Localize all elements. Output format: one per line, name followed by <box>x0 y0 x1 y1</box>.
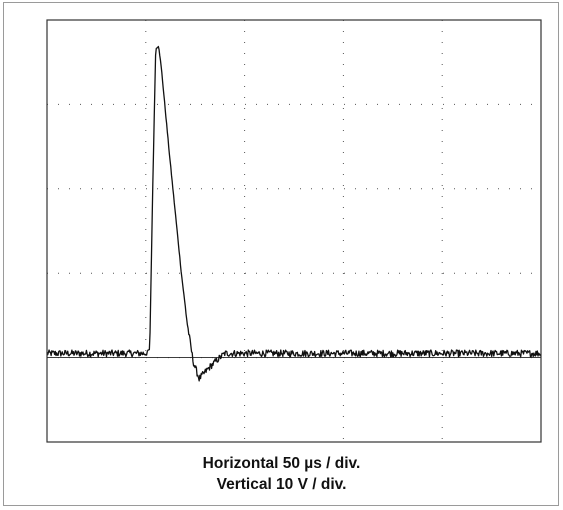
horizontal-scale-label: Horizontal 50 µs / div. <box>202 455 361 472</box>
plot-border <box>46 19 542 443</box>
vertical-scale-label: Vertical 10 V / div. <box>216 476 347 493</box>
signal-trace <box>46 45 542 382</box>
figure-frame <box>3 2 559 506</box>
caption: Horizontal 50 µs / div. Vertical 10 V / … <box>0 453 563 495</box>
grid <box>47 20 541 442</box>
